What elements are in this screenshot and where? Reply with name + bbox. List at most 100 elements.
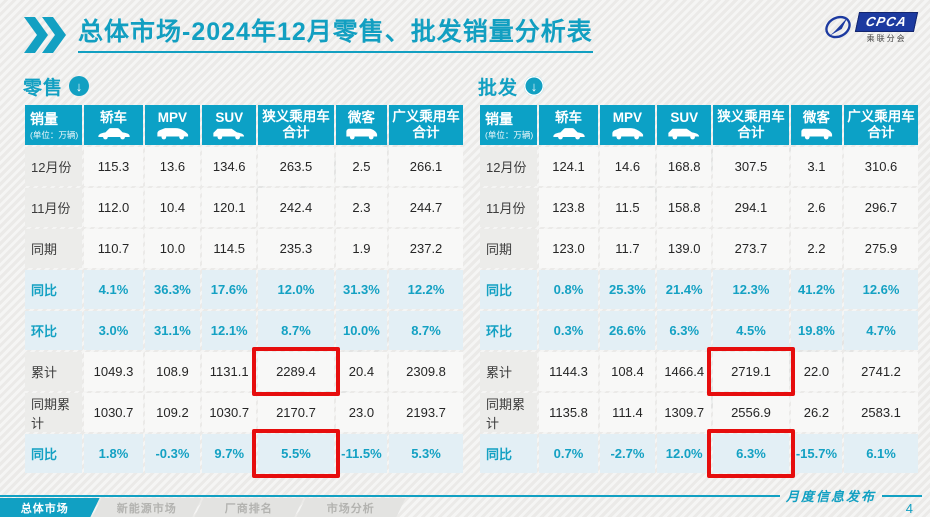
table-cell: 3.1 <box>790 147 843 186</box>
table-cell: 244.7 <box>389 188 463 227</box>
table-cell: 1135.8 <box>539 393 598 432</box>
retail-section: 零售 ↓ 销量 (单位：万辆) 轿车 MPV SUV 狭义乘用车 合计 微客 广义乘用车 合计 12… <box>23 74 465 478</box>
nav-tab-label: 厂商排名 <box>225 502 273 515</box>
table-cell: 12.2% <box>389 270 463 309</box>
table-cell: 1144.3 <box>539 352 598 391</box>
retail-section-label: 零售 ↓ <box>23 74 465 99</box>
footer-right-text: 月度信息发布 <box>758 486 922 505</box>
table-row: 11月份 112.0 10.4 120.1 242.4 2.3 244.7 <box>25 188 463 227</box>
section-title: 零售 <box>23 77 64 99</box>
table-cell: 17.6% <box>202 270 257 309</box>
table-cell: 36.3% <box>144 270 201 309</box>
col-header: 广义乘用车 合计 <box>844 105 918 145</box>
table-cell: 10.0 <box>144 229 201 268</box>
nav-tab-厂商排名[interactable]: 厂商排名 <box>194 498 304 517</box>
table-cell: 2.6 <box>790 188 843 227</box>
table-cell: 263.5 <box>258 147 334 186</box>
nav-tab-label: 市场分析 <box>327 502 375 515</box>
table-cell: 1466.4 <box>657 352 712 391</box>
table-cell: 12.1% <box>202 311 257 350</box>
col-header: MPV <box>144 105 201 145</box>
nav-tab-新能源市场[interactable]: 新能源市场 <box>92 498 202 517</box>
table-cell: 2170.7 <box>258 393 334 432</box>
table-cell: 115.3 <box>84 147 143 186</box>
suv-icon <box>657 127 711 140</box>
table-cell: 0.8% <box>539 270 598 309</box>
table-cell: 14.6 <box>599 147 656 186</box>
row-label: 12月份 <box>25 147 83 186</box>
col-header: 狭义乘用车 合计 <box>713 105 789 145</box>
col-header: SUV <box>657 105 712 145</box>
tables-area: 零售 ↓ 销量 (单位：万辆) 轿车 MPV SUV 狭义乘用车 合计 微客 广义乘用车 合计 12… <box>23 74 920 478</box>
highlighted-cell: 2289.4 <box>252 347 340 396</box>
retail-table: 销量 (单位：万辆) 轿车 MPV SUV 狭义乘用车 合计 微客 广义乘用车 合计 12月份 115… <box>23 103 465 478</box>
table-cell: 23.0 <box>335 393 388 432</box>
table-cell: 108.9 <box>144 352 201 391</box>
wholesale-table: 销量 (单位：万辆) 轿车 MPV SUV 狭义乘用车 合计 微客 广义乘用车 合计 12月份 124… <box>478 103 920 478</box>
table-cell: 20.4 <box>335 352 388 391</box>
highlighted-cell: 2719.1 <box>707 347 795 396</box>
row-label: 12月份 <box>480 147 538 186</box>
table-row: 累计 1144.3 108.4 1466.4 2719.1 22.0 2741.2 <box>480 347 918 396</box>
minibus-icon <box>336 127 387 140</box>
table-cell: 1.9 <box>335 229 388 268</box>
table-row: 11月份 123.8 11.5 158.8 294.1 2.6 296.7 <box>480 188 918 227</box>
table-cell: 26.6% <box>599 311 656 350</box>
table-cell: 2309.8 <box>389 352 463 391</box>
table-cell: 111.4 <box>599 393 656 432</box>
table-cell: 6.3% <box>657 311 712 350</box>
wholesale-table-host: 销量 (单位：万辆) 轿车 MPV SUV 狭义乘用车 合计 微客 广义乘用车 合计 12月份 124… <box>478 103 920 478</box>
row-label: 同比 <box>480 434 538 473</box>
table-cell: 19.8% <box>790 311 843 350</box>
table-cell: 26.2 <box>790 393 843 432</box>
table-cell: 41.2% <box>790 270 843 309</box>
col-header: 轿车 <box>539 105 598 145</box>
wholesale-section-label: 批发 ↓ <box>478 74 920 99</box>
table-cell: 112.0 <box>84 188 143 227</box>
table-cell: 22.0 <box>790 352 843 391</box>
table-cell: 2.5 <box>335 147 388 186</box>
table-cell: 273.7 <box>713 229 789 268</box>
table-row: 12月份 115.3 13.6 134.6 263.5 2.5 266.1 <box>25 147 463 186</box>
page-number: 4 <box>905 501 913 516</box>
table-cell: 242.4 <box>258 188 334 227</box>
table-cell: 2741.2 <box>844 352 918 391</box>
table-cell: 294.1 <box>713 188 789 227</box>
row-label: 环比 <box>480 311 538 350</box>
table-cell: -0.3% <box>144 434 201 473</box>
table-cell: 12.6% <box>844 270 918 309</box>
table-row: 12月份 124.1 14.6 168.8 307.5 3.1 310.6 <box>480 147 918 186</box>
nav-tab-市场分析[interactable]: 市场分析 <box>296 498 406 517</box>
table-cell: 310.6 <box>844 147 918 186</box>
table-row: 同比 0.8% 25.3% 21.4% 12.3% 41.2% 12.6% <box>480 270 918 309</box>
table-cell: 2556.9 <box>713 393 789 432</box>
table-cell: 266.1 <box>389 147 463 186</box>
table-cell: 4.1% <box>84 270 143 309</box>
down-arrow-circle-icon: ↓ <box>69 76 90 96</box>
table-cell: 13.6 <box>144 147 201 186</box>
table-cell: 8.7% <box>258 311 334 350</box>
col-header: MPV <box>599 105 656 145</box>
table-cell: 0.7% <box>539 434 598 473</box>
table-cell: 25.3% <box>599 270 656 309</box>
table-cell: 31.1% <box>144 311 201 350</box>
table-cell: 124.1 <box>539 147 598 186</box>
wholesale-section: 批发 ↓ 销量 (单位：万辆) 轿车 MPV SUV 狭义乘用车 合计 微客 广义乘用车 合计 12… <box>478 74 920 478</box>
nav-tab-总体市场[interactable]: 总体市场 <box>0 498 100 517</box>
col-header: 轿车 <box>84 105 143 145</box>
table-cell: 120.1 <box>202 188 257 227</box>
table-cell: 235.3 <box>258 229 334 268</box>
table-cell: 110.7 <box>84 229 143 268</box>
table-cell: 21.4% <box>657 270 712 309</box>
minibus-icon <box>791 127 842 140</box>
table-row: 同期 123.0 11.7 139.0 273.7 2.2 275.9 <box>480 229 918 268</box>
table-cell: 2.3 <box>335 188 388 227</box>
highlighted-cell: 6.3% <box>707 429 795 478</box>
table-row: 环比 3.0% 31.1% 12.1% 8.7% 10.0% 8.7% <box>25 311 463 350</box>
table-cell: 237.2 <box>389 229 463 268</box>
cpca-swoosh-icon <box>825 15 851 39</box>
nav-tab-label: 新能源市场 <box>117 502 177 515</box>
retail-table-host: 销量 (单位：万辆) 轿车 MPV SUV 狭义乘用车 合计 微客 广义乘用车 合计 12月份 115… <box>23 103 465 478</box>
mpv-icon <box>600 127 656 140</box>
